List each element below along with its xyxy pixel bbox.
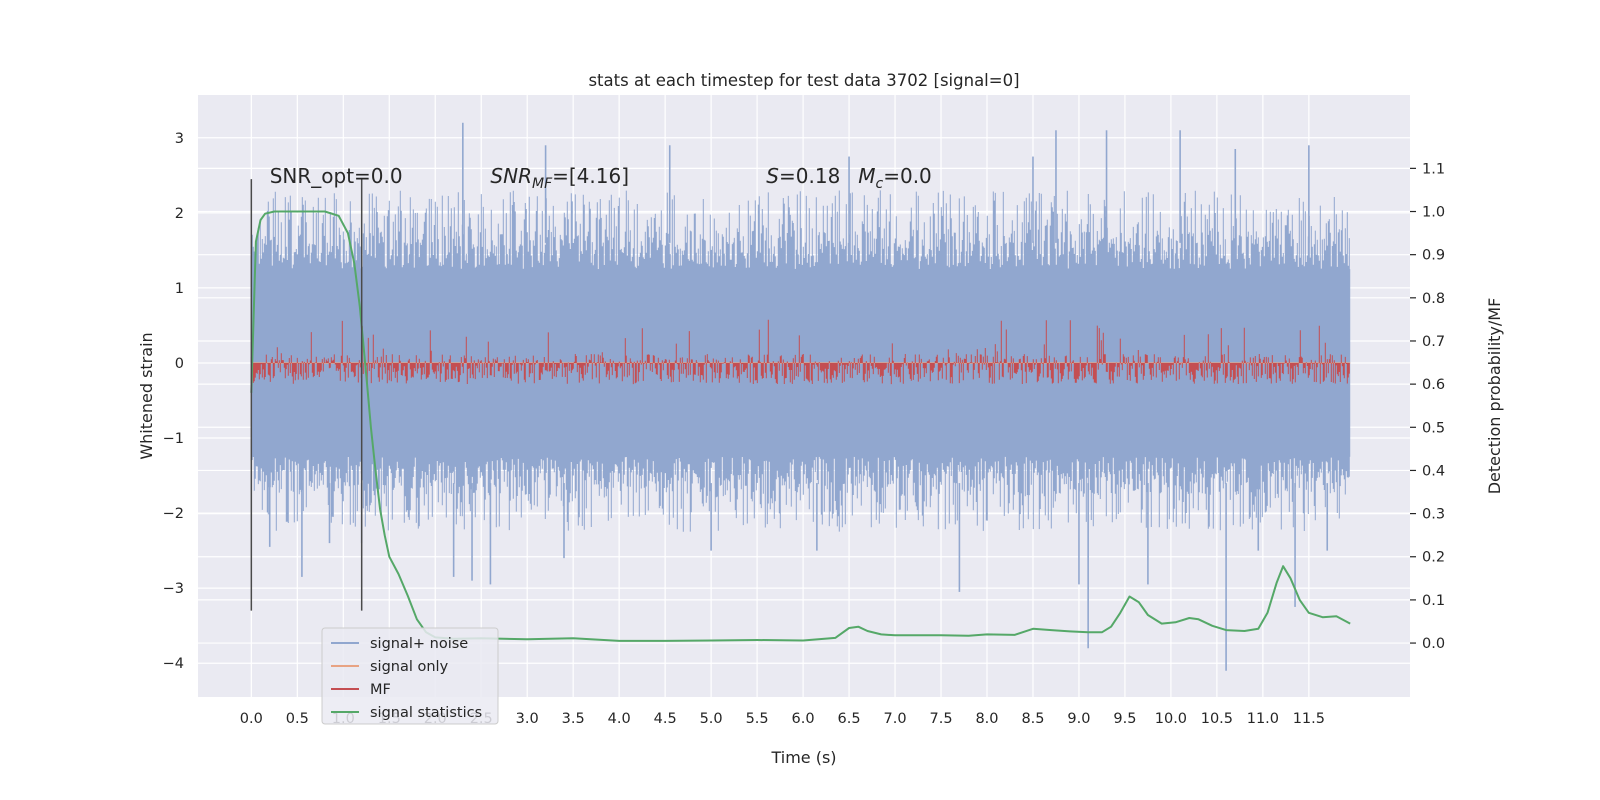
x-tick-label: 5.0 [700,711,723,727]
y-tick-label: −4 [163,656,184,672]
x-tick-label: 4.5 [654,711,677,727]
y2-tick-label: 0.4 [1422,463,1445,479]
y2-tick-label: 0.7 [1422,334,1445,350]
x-tick-label: 10.0 [1155,711,1187,727]
x-tick-label: 11.0 [1247,711,1279,727]
snr-mf-symbol: SNR [490,164,532,188]
legend-label: MF [370,682,391,698]
legend-label: signal only [370,659,449,675]
s-symbol: S [766,164,779,188]
y-tick-label: 2 [175,206,184,222]
y2-tick-label: 0.0 [1422,636,1445,652]
mc-value: =0.0 [883,164,932,188]
y-axis-label: Whitened strain [137,332,156,459]
y2-tick-label: 0.3 [1422,507,1445,523]
y2-tick-label: 0.6 [1422,377,1445,393]
y2-tick-label: 1.0 [1422,205,1445,221]
data-series [250,122,1351,671]
mc-subscript: c [876,176,884,192]
x-tick-label: 7.0 [884,711,907,727]
x-tick-label: 8.0 [975,711,998,727]
y-tick-label: 3 [175,131,184,147]
chart-title: stats at each timestep for test data 370… [588,71,1019,90]
mc-symbol: M [858,164,875,188]
y2-tick-label: 0.5 [1422,420,1445,436]
snr-opt-annotation: SNR_opt=0.0 [270,164,403,188]
x-tick-label: 9.5 [1113,711,1136,727]
x-tick-label: 9.0 [1067,711,1090,727]
x-tick-label: 7.5 [929,711,952,727]
s-annotation: S=0.18 [766,164,840,188]
y2-tick-label: 0.8 [1422,291,1445,307]
x-axis-label: Time (s) [770,748,836,767]
legend-box [321,627,499,725]
x-tick-label: 3.5 [562,711,585,727]
legend: signal+ noise signal only MF signal statist… [321,627,499,725]
y-tick-label: 1 [175,281,184,297]
x-tick-label: 10.5 [1201,711,1233,727]
y2-tick-label: 0.1 [1422,593,1445,609]
snr-mf-annotation: SNRMF=[4.16] [490,164,629,192]
y2-axis-label: Detection probability/MF [1485,298,1504,495]
y-tick-label: 0 [175,356,184,372]
legend-label: signal+ noise [370,636,468,652]
legend-items: signal+ noise signal only MF signal statist… [331,636,482,721]
snr-mf-value: =[4.16] [552,164,629,188]
x-tick-label: 0.5 [286,711,309,727]
x-tick-label: 6.0 [792,711,815,727]
x-tick-label: 8.5 [1021,711,1044,727]
x-tick-label: 0.0 [240,711,263,727]
x-tick-label: 11.5 [1293,711,1325,727]
axis-ticks: 0.00.51.01.52.02.53.03.54.04.55.05.56.06… [163,131,1445,727]
y-tick-label: −3 [163,581,184,597]
mc-annotation: Mc=0.0 [858,164,932,192]
legend-label: signal statistics [370,705,482,721]
y2-tick-label: 1.1 [1422,161,1445,177]
y-tick-label: −1 [163,431,184,447]
s-value: =0.18 [779,164,840,188]
x-tick-label: 4.0 [608,711,631,727]
y2-tick-label: 0.9 [1422,248,1445,264]
snr-mf-subscript: MF [532,176,553,192]
y2-tick-label: 0.2 [1422,550,1445,566]
y-tick-label: −2 [163,506,184,522]
x-tick-label: 6.5 [838,711,861,727]
x-tick-label: 5.5 [746,711,769,727]
x-tick-label: 3.0 [516,711,539,727]
